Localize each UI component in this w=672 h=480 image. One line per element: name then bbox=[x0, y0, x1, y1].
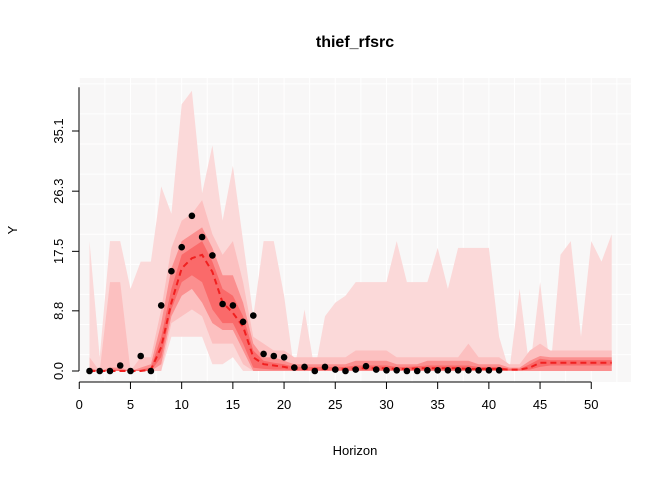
data-point bbox=[485, 367, 493, 374]
data-point bbox=[280, 354, 288, 361]
x-tick-label: 5 bbox=[127, 397, 134, 412]
data-point bbox=[157, 302, 165, 309]
y-tick-label: 26.3 bbox=[51, 179, 66, 204]
x-tick-label: 35 bbox=[430, 397, 444, 412]
data-point bbox=[198, 233, 206, 241]
data-point bbox=[393, 367, 401, 374]
data-point bbox=[188, 212, 196, 220]
data-point bbox=[239, 318, 247, 326]
data-point bbox=[147, 367, 155, 375]
y-axis: 0.0 8.8 17.5 26.3 35.1 bbox=[51, 87, 80, 380]
data-point bbox=[219, 300, 226, 308]
data-point bbox=[250, 312, 257, 319]
x-tick-label: 15 bbox=[226, 397, 240, 412]
prediction-bands bbox=[89, 90, 612, 371]
x-tick-label: 25 bbox=[328, 397, 342, 412]
data-point bbox=[106, 367, 114, 375]
data-point bbox=[301, 363, 308, 371]
data-point bbox=[475, 367, 482, 374]
data-point bbox=[383, 367, 390, 374]
y-axis-label: Y bbox=[5, 225, 20, 234]
data-point bbox=[137, 352, 144, 360]
data-point bbox=[454, 367, 462, 374]
data-point bbox=[291, 364, 298, 371]
data-point bbox=[96, 367, 103, 375]
data-point bbox=[311, 367, 319, 375]
data-point bbox=[465, 367, 472, 374]
x-tick-label: 20 bbox=[277, 397, 291, 412]
data-point bbox=[444, 367, 452, 374]
y-tick-label: 17.5 bbox=[51, 239, 66, 264]
data-point bbox=[270, 352, 278, 360]
x-tick-label: 10 bbox=[174, 397, 188, 412]
data-point bbox=[424, 367, 431, 374]
median-forecast-line bbox=[89, 253, 612, 372]
data-point bbox=[352, 366, 360, 373]
data-point bbox=[168, 267, 175, 275]
x-axis-label: Horizon bbox=[333, 443, 378, 458]
forecast-lines bbox=[89, 253, 612, 372]
y-tick-label: 0.0 bbox=[51, 362, 66, 380]
x-tick-label: 30 bbox=[379, 397, 393, 412]
data-point bbox=[403, 367, 411, 375]
x-tick-label: 50 bbox=[584, 397, 598, 412]
chart-title: thief_rfsrc bbox=[316, 34, 394, 51]
data-point bbox=[495, 367, 503, 374]
observed-points bbox=[86, 212, 503, 375]
data-point bbox=[332, 366, 339, 373]
data-point bbox=[260, 350, 267, 358]
data-point bbox=[434, 367, 442, 374]
data-point bbox=[362, 362, 370, 370]
data-point bbox=[178, 243, 185, 251]
y-tick-label: 8.8 bbox=[51, 302, 66, 320]
data-point bbox=[321, 363, 329, 371]
data-point bbox=[86, 367, 93, 375]
data-point bbox=[413, 367, 421, 375]
data-point bbox=[209, 252, 216, 259]
x-tick-label: 40 bbox=[482, 397, 496, 412]
data-point bbox=[127, 367, 134, 375]
data-point bbox=[229, 302, 237, 309]
data-point bbox=[372, 366, 380, 373]
x-tick-label: 0 bbox=[76, 397, 83, 412]
x-tick-label: 45 bbox=[533, 397, 547, 412]
x-axis: 0 5 10 15 20 25 30 35 40 45 50 bbox=[76, 381, 598, 412]
data-point bbox=[116, 362, 124, 369]
y-tick-label: 35.1 bbox=[51, 118, 66, 143]
data-point bbox=[342, 367, 349, 375]
